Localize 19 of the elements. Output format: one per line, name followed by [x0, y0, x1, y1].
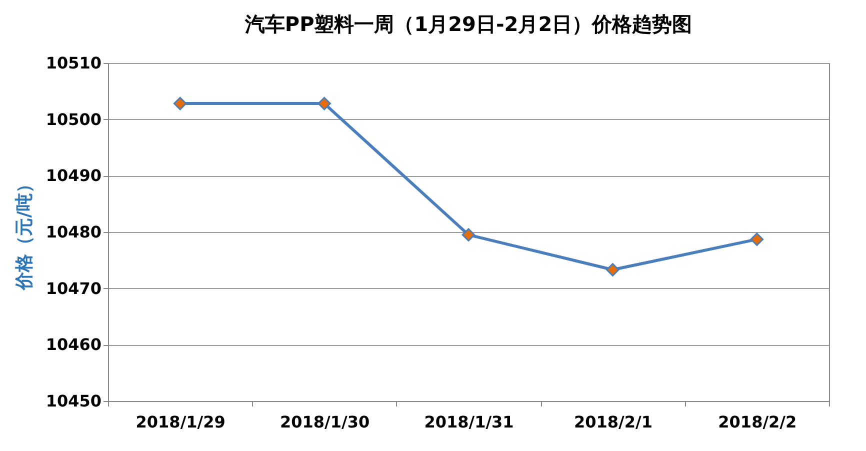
point	[173, 96, 187, 110]
x-tick-label: 2018/1/30	[280, 412, 370, 432]
y-tick-label: 10510	[46, 54, 102, 72]
y-tick-label: 10490	[46, 166, 102, 186]
y-tick-label: 10500	[46, 110, 102, 129]
chart-title: 汽车PP塑料一周（1月29日-2月2日）价格趋势图	[244, 12, 692, 36]
x-tick-label: 2018/1/29	[136, 412, 226, 432]
point	[462, 228, 476, 242]
point	[318, 96, 331, 110]
point	[606, 263, 620, 276]
y-tick-label: 10460	[46, 335, 102, 354]
y-tick-label: 10470	[46, 278, 102, 298]
point	[750, 232, 764, 246]
x-tick-label: 2018/1/31	[424, 412, 514, 432]
x-tick-label: 2018/2/1	[574, 412, 652, 432]
x-tick-label: 2018/2/2	[718, 412, 797, 432]
y-tick-label: 10450	[46, 392, 102, 410]
y-tick-label: 10480	[46, 222, 102, 242]
y-axis-title: 价格（元/吨）	[14, 175, 35, 291]
